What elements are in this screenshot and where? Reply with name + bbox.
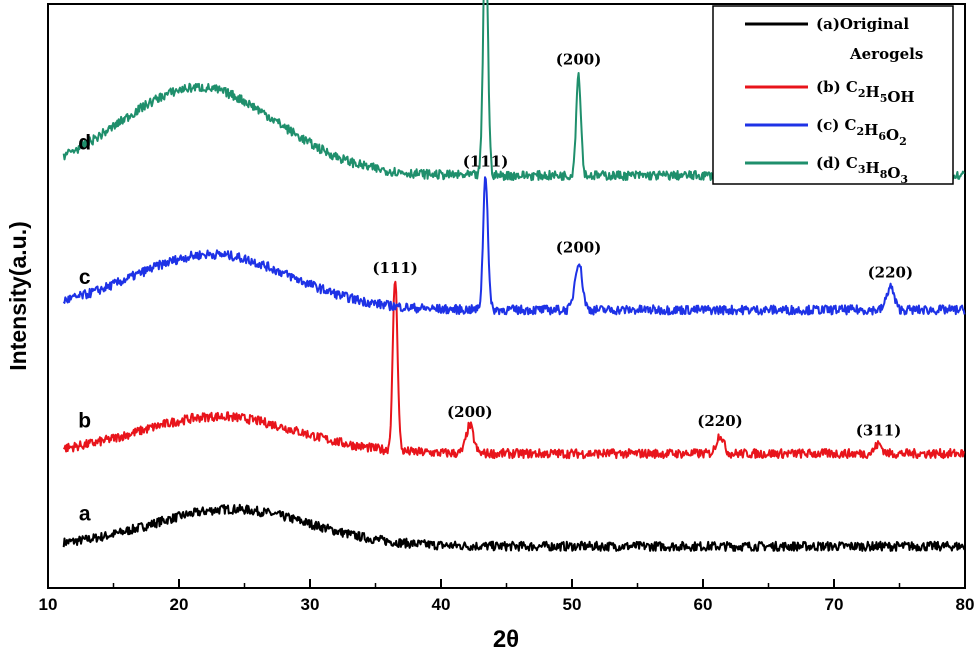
x-tick-label: 60 bbox=[694, 595, 713, 614]
x-tick-label: 70 bbox=[825, 595, 844, 614]
trace-letter-c: c bbox=[79, 266, 91, 289]
legend-entry-b: (b) C2H5OH bbox=[816, 78, 915, 106]
trace-b bbox=[62, 280, 965, 460]
peak-labels: (111)(200)(220)(311)(111)(200)(220)(111)… bbox=[372, 51, 914, 440]
x-tick-label: 10 bbox=[39, 595, 58, 614]
legend-entry-a: (a)Original Aerogels bbox=[816, 15, 923, 63]
peak-label: (220) bbox=[868, 264, 914, 282]
x-axis-ticks: 10 20 30 40 50 60 70 80 bbox=[39, 579, 975, 614]
trace-letter-d: d bbox=[78, 132, 91, 155]
legend: (a)Original Aerogels (b) C2H5OH (c) C2H6O2 (… bbox=[712, 5, 954, 186]
peak-label: (200) bbox=[556, 239, 602, 257]
peak-label: (200) bbox=[556, 51, 602, 69]
legend-box bbox=[712, 5, 954, 185]
x-tick-label: 50 bbox=[563, 595, 582, 614]
x-tick-label: 80 bbox=[956, 595, 975, 614]
trace-letter-b: b bbox=[78, 410, 91, 433]
x-tick-label: 40 bbox=[432, 595, 451, 614]
trace-a bbox=[62, 503, 966, 552]
peak-label: (200) bbox=[447, 403, 493, 421]
y-axis-title: Intensity(a.u.) bbox=[5, 221, 31, 371]
trace-c bbox=[62, 176, 966, 316]
legend-entry-d: (d) C3H8O3 bbox=[816, 154, 908, 186]
peak-label: (111) bbox=[463, 152, 509, 170]
x-tick-label: 20 bbox=[170, 595, 189, 614]
trace-letters: a b c d bbox=[78, 132, 91, 526]
trace-letter-a: a bbox=[79, 502, 91, 525]
peak-label: (111) bbox=[372, 259, 418, 277]
peak-label: (311) bbox=[856, 421, 902, 439]
legend-entry-c: (c) C2H6O2 bbox=[816, 116, 907, 148]
peak-label: (220) bbox=[697, 412, 743, 430]
x-tick-label: 30 bbox=[301, 595, 320, 614]
x-axis-title: 2θ bbox=[493, 626, 519, 653]
